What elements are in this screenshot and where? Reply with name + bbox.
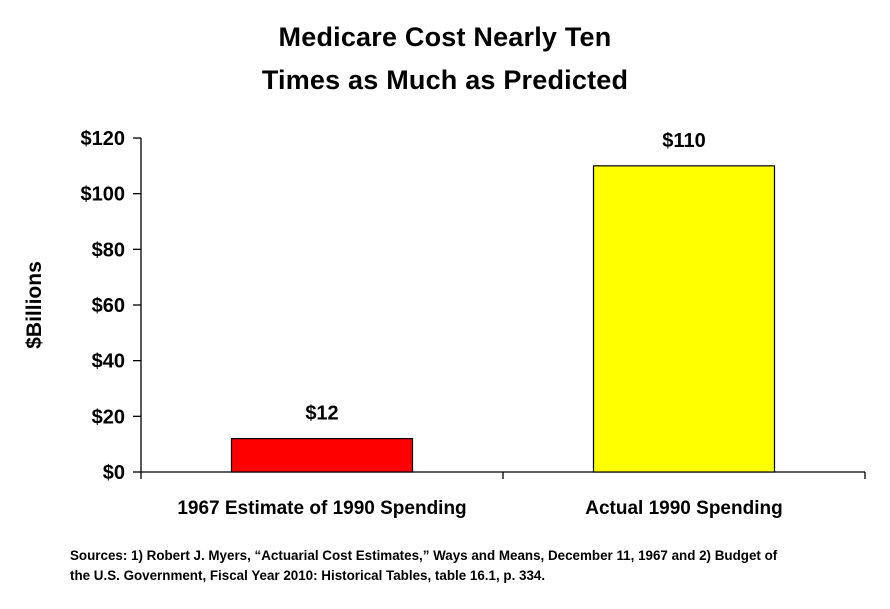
- sources-line-2: the U.S. Government, Fiscal Year 2010: H…: [70, 568, 546, 583]
- chart-title-line-2: Times as Much as Predicted: [261, 65, 629, 95]
- y-tick-label: $0: [103, 462, 125, 484]
- sources-note: Sources: 1) Robert J. Myers, “Actuarial …: [70, 546, 870, 586]
- y-axis-title: $Billions: [23, 261, 46, 349]
- data-label: $110: [662, 130, 705, 152]
- y-tick-label: $120: [81, 128, 126, 150]
- bars: [230, 165, 776, 473]
- y-tick-label: $40: [92, 351, 125, 373]
- x-category-label: 1967 Estimate of 1990 Spending: [177, 498, 466, 519]
- data-labels: $12 $110: [305, 130, 705, 425]
- y-axis-ticks: $0 $20 $40 $60 $80 $100 $120: [81, 128, 141, 484]
- bar: [230, 438, 414, 473]
- category-labels: 1967 Estimate of 1990 Spending Actual 199…: [177, 498, 782, 519]
- chart-title-line-1: Medicare Cost Nearly Ten: [278, 22, 612, 52]
- y-tick-label: $80: [92, 239, 125, 261]
- y-tick-label: $60: [92, 295, 125, 317]
- bar: [592, 165, 776, 473]
- y-tick-label: $20: [92, 406, 125, 428]
- data-label: $12: [305, 403, 338, 425]
- sources-line-1: Sources: 1) Robert J. Myers, “Actuarial …: [70, 548, 778, 563]
- y-tick-label: $100: [81, 184, 126, 206]
- x-category-label: Actual 1990 Spending: [585, 498, 782, 519]
